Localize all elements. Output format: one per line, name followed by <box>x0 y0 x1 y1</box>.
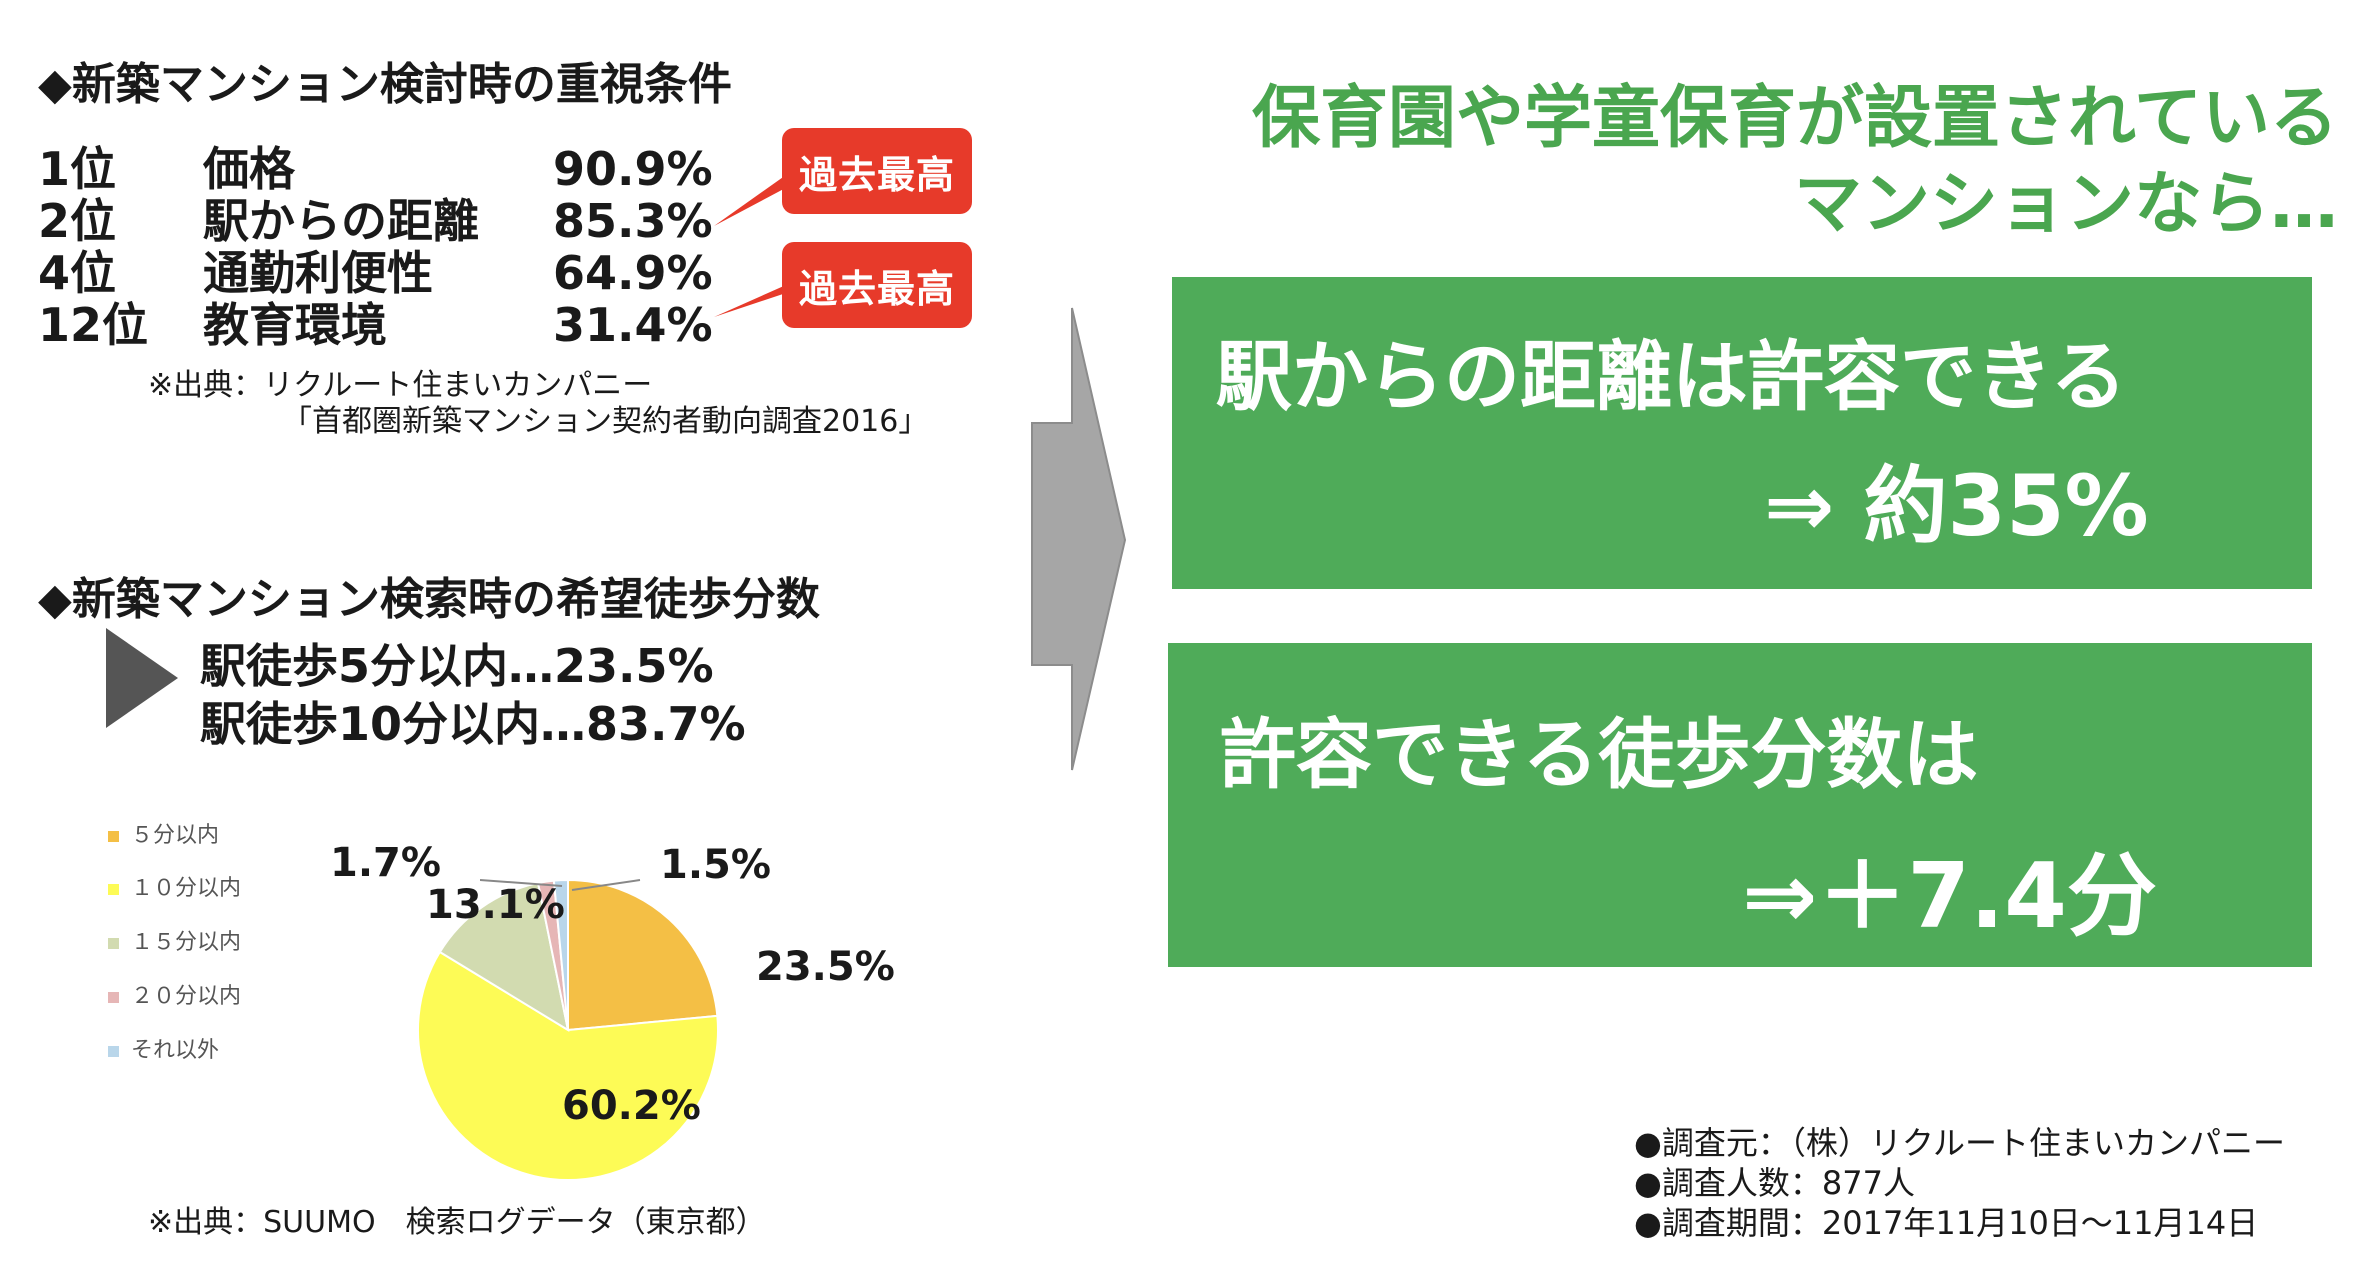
result-box-value: ⇒ 約35% <box>1764 457 2149 555</box>
source-line: 「首都圏新築マンション契約者動向調査2016」 <box>282 404 929 439</box>
rank-name: 通勤利便性 <box>203 246 433 300</box>
headline-line: 保育園や学童保育が設置されている <box>1252 79 2338 158</box>
legend-item: それ以外 <box>108 1036 219 1066</box>
result-box-title: 許容できる徒歩分数は <box>1220 710 1979 799</box>
section1-title: ◆新築マンション検討時の重視条件 <box>38 59 732 110</box>
source-line: ※出典：リクルート住まいカンパニー <box>148 368 653 403</box>
pie-value-label: 23.5% <box>756 944 895 990</box>
rank-percent: 64.9% <box>553 246 713 300</box>
pie-slice <box>552 878 569 1031</box>
source-line: ※出典：SUUMO 検索ログデータ（東京都） <box>148 1205 766 1240</box>
rank-number: 2位 <box>38 194 117 248</box>
record-high-badge: 過去最高 <box>782 128 972 214</box>
headline-line: マンションなら… <box>1793 165 2338 244</box>
rank-name: 価格 <box>203 142 295 196</box>
legend-label: それ以外 <box>131 1038 220 1063</box>
pie-slice <box>567 878 719 1032</box>
rank-number: 4位 <box>38 246 117 300</box>
legend-item: １５分以内 <box>108 928 241 958</box>
rank-name: 駅からの距離 <box>203 194 479 248</box>
legend-swatch <box>108 991 119 1003</box>
pie-chart <box>417 878 719 1181</box>
legend-swatch <box>108 830 119 842</box>
walk-stat-line: 駅徒歩5分以内…23.5% <box>200 639 714 693</box>
leader-line <box>571 879 641 891</box>
legend-swatch <box>108 883 119 895</box>
rank-percent: 90.9% <box>553 142 713 196</box>
rank-name: 教育環境 <box>203 298 387 352</box>
pie-value-label: 1.7% <box>330 840 441 886</box>
legend-swatch <box>108 937 119 949</box>
pie-value-label: 13.1% <box>426 882 565 928</box>
legend-item: １０分以内 <box>108 874 241 904</box>
pie-leader-lines <box>480 879 641 891</box>
legend-label: ５分以内 <box>131 823 220 848</box>
legend-label: １５分以内 <box>131 930 242 955</box>
legend-label: １０分以内 <box>131 876 242 901</box>
legend-item: ５分以内 <box>108 821 219 851</box>
rank-number: 1位 <box>38 142 117 196</box>
section2-title: ◆新築マンション検索時の希望徒歩分数 <box>38 574 820 625</box>
legend-swatch <box>108 1045 119 1057</box>
pie-value-label: 1.5% <box>660 842 771 888</box>
record-high-badge: 過去最高 <box>782 242 972 328</box>
right-arrow-icon <box>1031 307 1127 771</box>
legend-item: ２０分以内 <box>108 982 241 1012</box>
rank-percent: 31.4% <box>553 298 713 352</box>
result-box: 駅からの距離は許容できる ⇒ 約35% <box>1172 277 2312 589</box>
legend-label: ２０分以内 <box>131 984 242 1009</box>
play-triangle-icon <box>106 628 178 728</box>
survey-note: ●調査期間：2017年11月10日～11月14日 <box>1634 1204 2259 1242</box>
walk-stat-line: 駅徒歩10分以内…83.7% <box>200 697 746 751</box>
leader-line <box>480 879 563 887</box>
result-box: 許容できる徒歩分数は ⇒＋7.4分 <box>1168 643 2312 967</box>
result-box-title: 駅からの距離は許容できる <box>1216 332 2127 421</box>
pie-slice <box>417 950 719 1181</box>
survey-note: ●調査人数：877人 <box>1634 1164 1916 1202</box>
rank-percent: 85.3% <box>553 194 713 248</box>
rank-number: 12位 <box>38 298 149 352</box>
survey-note: ●調査元：（株）リクルート住まいカンパニー <box>1634 1124 2285 1162</box>
result-box-value: ⇒＋7.4分 <box>1742 844 2157 949</box>
pie-value-label: 60.2% <box>562 1083 701 1129</box>
pie-slice <box>438 881 570 1033</box>
